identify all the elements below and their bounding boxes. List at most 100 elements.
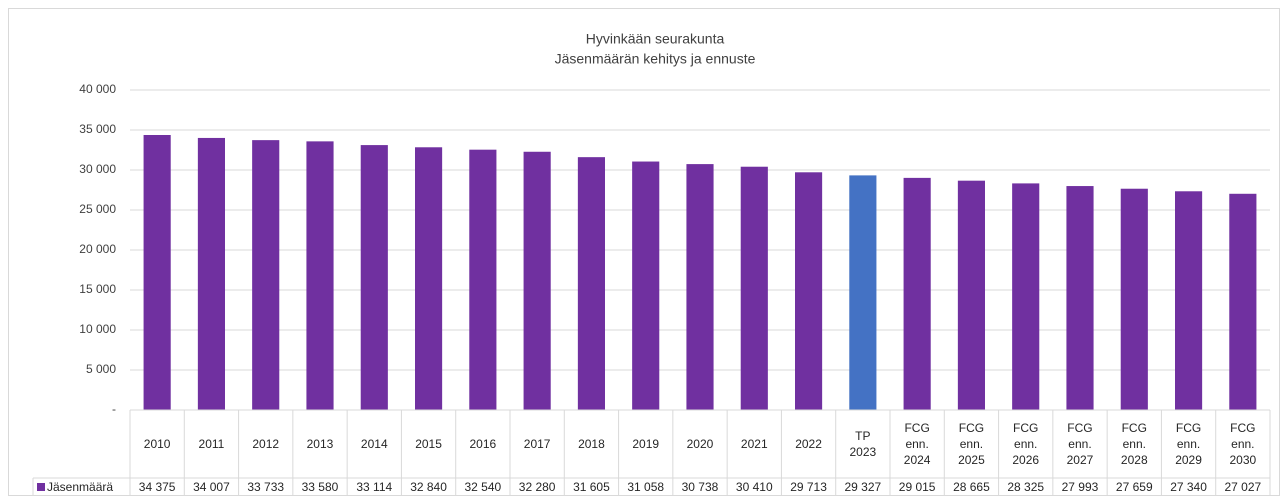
legend-cell-text: Jäsenmäärä (47, 480, 114, 494)
value-label-text: 30 738 (681, 480, 719, 494)
category-cell: FCG enn. 2028 (1107, 410, 1161, 478)
bar (957, 180, 985, 410)
value-label-text: 27 659 (1115, 480, 1153, 494)
category-cell-text: 2014 (360, 437, 388, 451)
category-cell: FCG enn. 2024 (890, 410, 944, 478)
bar (903, 177, 931, 410)
category-cell: 2010 (130, 410, 184, 478)
category-cell: 2018 (564, 410, 618, 478)
y-tick-label: 20 000 (79, 242, 116, 256)
legend-key (37, 483, 45, 491)
value-label: 27 659 (1107, 478, 1161, 496)
category-cell: FCG enn. 2027 (1053, 410, 1107, 478)
value-label-text: 29 327 (844, 480, 882, 494)
legend-cell: Jäsenmäärä (47, 478, 130, 496)
value-label-text: 34 375 (138, 480, 176, 494)
bar (849, 175, 877, 410)
value-label-text: 32 840 (410, 480, 447, 494)
value-label: 34 007 (184, 478, 238, 496)
value-label-text: 31 058 (627, 480, 665, 494)
value-label: 29 713 (781, 478, 835, 496)
value-label: 33 733 (239, 478, 293, 496)
value-label: 31 058 (619, 478, 673, 496)
chart-subtitle: Jäsenmäärän kehitys ja ennuste (555, 51, 756, 67)
value-label: 30 738 (673, 478, 727, 496)
value-label-text: 33 580 (301, 480, 339, 494)
category-cell: 2019 (619, 410, 673, 478)
category-cell-text: FCG enn. 2026 (1012, 421, 1040, 467)
value-label-text: 34 007 (193, 480, 230, 494)
category-cell: 2022 (781, 410, 835, 478)
value-label: 31 605 (564, 478, 618, 496)
value-label-text: 32 540 (464, 480, 502, 494)
bar (632, 161, 660, 410)
category-cell-text: FCG enn. 2027 (1066, 421, 1094, 467)
category-cell-text: FCG enn. 2025 (958, 421, 985, 467)
value-label-text: 29 713 (790, 480, 827, 494)
category-cell-text: 2010 (143, 437, 171, 451)
value-label-text: 28 325 (1007, 480, 1045, 494)
category-cell: TP 2023 (836, 410, 890, 478)
value-label-text: 27 027 (1224, 480, 1262, 494)
y-tick-label: 10 000 (79, 322, 116, 336)
category-cell-text: 2011 (198, 437, 225, 451)
y-tick-label: 5 000 (86, 362, 116, 376)
category-cell-text: 2013 (306, 437, 334, 451)
category-cell: FCG enn. 2029 (1161, 410, 1215, 478)
chart-border (8, 8, 1280, 496)
y-tick-label: 40 000 (79, 82, 116, 96)
category-cell-text: TP 2023 (849, 429, 877, 459)
bar (415, 147, 443, 410)
value-label: 33 114 (347, 478, 401, 496)
value-label: 33 580 (293, 478, 347, 496)
bar (197, 137, 225, 410)
category-cell-text: FCG enn. 2028 (1120, 421, 1148, 467)
category-cell: FCG enn. 2026 (999, 410, 1053, 478)
bar (740, 166, 768, 410)
bar (252, 140, 280, 411)
bar (1175, 191, 1203, 410)
bar (1120, 188, 1148, 410)
category-cell: FCG enn. 2030 (1216, 410, 1270, 478)
category-cell: 2015 (401, 410, 455, 478)
y-tick-label: 30 000 (79, 162, 116, 176)
bar (523, 151, 551, 410)
category-cell: 2013 (293, 410, 347, 478)
category-cell-text: 2022 (795, 437, 822, 451)
bar (306, 141, 334, 411)
category-cell: 2012 (239, 410, 293, 478)
value-label: 34 375 (130, 478, 184, 496)
y-tick-label: 25 000 (79, 202, 116, 216)
bar (686, 164, 714, 410)
value-label: 29 327 (836, 478, 890, 496)
bar (143, 135, 171, 410)
y-tick-label: - (112, 402, 116, 416)
value-label-text: 32 280 (518, 480, 556, 494)
value-label: 32 540 (456, 478, 510, 496)
category-cell-text: 2015 (415, 437, 442, 451)
value-label: 27 340 (1161, 478, 1215, 496)
value-label-text: 27 340 (1170, 480, 1207, 494)
bar (1229, 193, 1257, 410)
category-cell: 2020 (673, 410, 727, 478)
category-cell: FCG enn. 2025 (944, 410, 998, 478)
category-cell: 2017 (510, 410, 564, 478)
bar (360, 145, 388, 410)
category-cell-text: FCG enn. 2029 (1175, 421, 1202, 467)
bar (577, 157, 605, 410)
category-cell: 2014 (347, 410, 401, 478)
value-label-text: 30 410 (735, 480, 773, 494)
bar (795, 172, 823, 410)
category-cell-text: 2020 (686, 437, 714, 451)
value-label: 29 015 (890, 478, 944, 496)
y-tick-label: 35 000 (79, 122, 116, 136)
chart-title: Hyvinkään seurakunta (586, 31, 725, 47)
bar (469, 149, 497, 410)
category-cell-text: FCG enn. 2030 (1229, 421, 1257, 467)
y-tick-label: 15 000 (79, 282, 116, 296)
category-cell-text: 2018 (578, 437, 605, 451)
category-cell: 2016 (456, 410, 510, 478)
category-cell-text: 2017 (523, 437, 551, 451)
